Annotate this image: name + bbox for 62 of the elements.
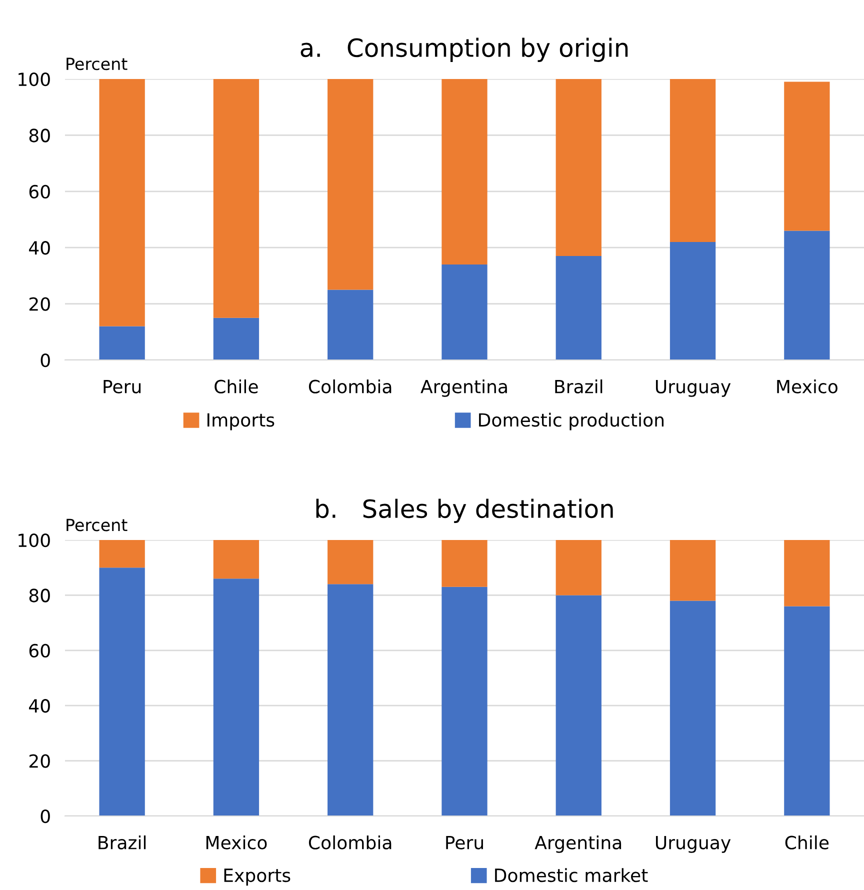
x-tick-label: Mexico <box>777 379 838 394</box>
bar <box>99 79 145 326</box>
y-axis-title: Percent <box>66 518 128 532</box>
x-tick-label: Peru <box>446 836 483 850</box>
bar <box>670 79 716 242</box>
x-tick-label: Uruguay <box>656 380 731 397</box>
y-tick-label: 60 <box>29 644 50 658</box>
y-tick-label: 0 <box>40 809 50 824</box>
bar <box>784 82 830 231</box>
bar <box>328 540 374 584</box>
bar <box>328 79 374 290</box>
bar <box>784 606 830 816</box>
y-axis-title: Percent <box>66 58 128 70</box>
y-tick-label: 20 <box>29 297 50 311</box>
bar <box>328 584 374 816</box>
x-tick-label: Mexico <box>206 835 267 850</box>
bar <box>442 264 488 360</box>
legend-label: Exports <box>224 868 290 886</box>
bar <box>213 540 260 579</box>
y-tick-label: 60 <box>29 184 50 199</box>
legend-label: Imports <box>208 413 274 430</box>
bar <box>556 595 602 816</box>
x-tick-label: Peru <box>104 380 141 394</box>
bar <box>556 79 602 256</box>
bar <box>670 242 716 360</box>
x-tick-label: Chile <box>214 379 258 394</box>
bar <box>670 600 716 816</box>
bar <box>784 230 830 360</box>
bar <box>328 290 374 360</box>
y-tick-label: 100 <box>18 533 50 548</box>
bar <box>784 540 830 606</box>
bar <box>99 326 145 360</box>
x-tick-label: Argentina <box>534 835 622 853</box>
bar <box>99 568 145 816</box>
chart-title: a. Consumption by origin <box>300 38 628 62</box>
y-tick-label: 40 <box>29 699 50 713</box>
bar <box>556 256 602 360</box>
bar <box>442 540 488 587</box>
x-tick-label: Colombia <box>308 379 392 394</box>
bar <box>442 586 488 816</box>
x-tick-label: Argentina <box>420 379 507 397</box>
y-tick-label: 0 <box>40 353 50 368</box>
x-tick-label: Chile <box>785 835 829 850</box>
chart-title: b. Sales by destination <box>316 498 613 523</box>
bar <box>213 578 260 816</box>
x-tick-label: Brazil <box>98 835 146 850</box>
x-tick-label: Uruguay <box>656 836 731 853</box>
y-tick-label: 80 <box>29 128 50 142</box>
bar <box>213 318 260 360</box>
y-tick-label: 80 <box>29 588 50 602</box>
bar <box>99 540 145 568</box>
y-tick-label: 100 <box>18 72 50 86</box>
x-tick-label: Brazil <box>555 379 602 394</box>
legend-label: Domestic market <box>495 868 648 882</box>
bar <box>670 540 716 601</box>
y-tick-label: 20 <box>29 754 50 768</box>
x-tick-label: Colombia <box>308 835 392 850</box>
y-tick-label: 40 <box>29 241 50 255</box>
legend-label: Domestic production <box>479 412 664 430</box>
bar <box>213 79 260 318</box>
bar <box>556 540 602 596</box>
bar <box>442 79 488 264</box>
